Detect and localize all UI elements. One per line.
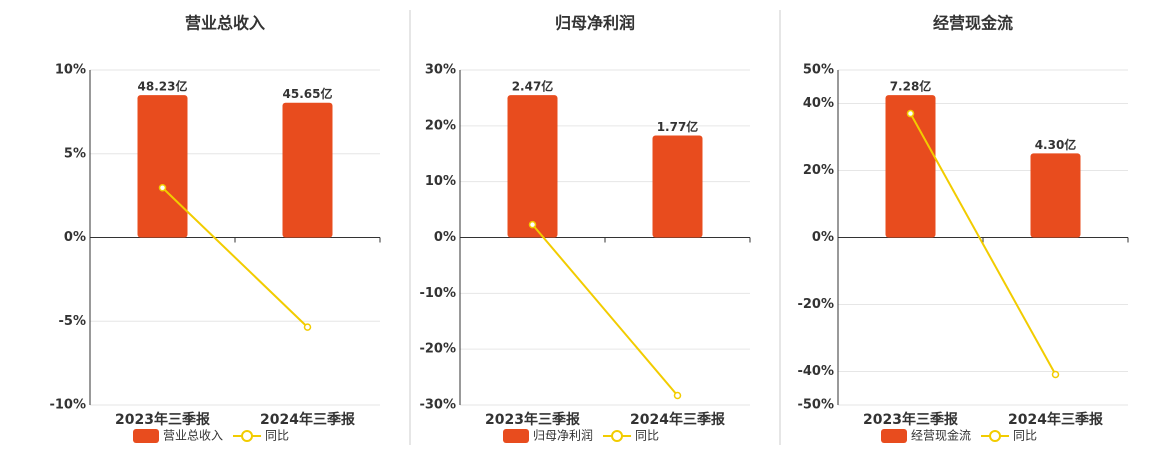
- point: [1051, 370, 1060, 379]
- line: [161, 187, 309, 328]
- y-tick-label: 30%: [425, 63, 456, 78]
- legend-swatch: [133, 429, 159, 443]
- y-tick-label: 10%: [425, 174, 456, 189]
- line: [531, 224, 679, 397]
- y-tick-label: 0%: [434, 230, 456, 245]
- point: [158, 184, 167, 192]
- value-label: 1.77亿: [657, 119, 699, 134]
- bar: [1030, 153, 1081, 238]
- x-tick-label: 2023年三季报: [485, 411, 580, 428]
- legend-point: [989, 430, 1002, 442]
- y-tick-label: -50%: [797, 398, 834, 413]
- y-tick-label: 0%: [64, 230, 86, 245]
- chart-title: 归母净利润: [555, 14, 635, 33]
- value-label: 45.65亿: [283, 86, 333, 101]
- legend-label: 同比: [635, 429, 659, 443]
- y-tick-label: -10%: [419, 286, 456, 301]
- legend-label: 经营现金流: [911, 428, 971, 443]
- point: [303, 323, 312, 331]
- value-label: 4.30亿: [1035, 137, 1077, 152]
- x-tick-label: 2023年三季报: [863, 411, 958, 428]
- legend-label: 营业总收入: [163, 429, 223, 443]
- value-label: 48.23亿: [138, 79, 188, 94]
- line: [909, 113, 1057, 376]
- y-tick-label: -5%: [59, 314, 86, 329]
- y-tick-label: 40%: [803, 96, 834, 111]
- value-label: 2.47亿: [512, 79, 554, 94]
- bar: [282, 102, 333, 238]
- y-tick-label: -40%: [797, 364, 834, 379]
- value-label: 7.28亿: [890, 79, 932, 94]
- legend-swatch: [881, 429, 907, 443]
- bar: [885, 95, 936, 238]
- point: [906, 109, 915, 118]
- y-tick-label: 20%: [803, 163, 834, 178]
- legend-label: 同比: [265, 429, 289, 443]
- legend-point: [241, 430, 254, 442]
- bar: [507, 95, 558, 238]
- x-tick-label: 2024年三季报: [630, 411, 725, 428]
- x-tick-label: 2023年三季报: [115, 411, 210, 428]
- bar: [652, 135, 703, 238]
- legend-label: 同比: [1013, 429, 1037, 443]
- chart-title: 经营现金流: [933, 14, 1013, 33]
- y-tick-label: 50%: [803, 63, 834, 78]
- legend-point: [611, 430, 624, 442]
- y-tick-label: -20%: [419, 342, 456, 357]
- legend-swatch: [503, 429, 529, 443]
- y-tick-label: 20%: [425, 118, 456, 133]
- x-tick-label: 2024年三季报: [260, 411, 355, 428]
- y-tick-label: 10%: [55, 63, 86, 78]
- chart-title: 营业总收入: [185, 14, 265, 33]
- y-tick-label: -30%: [419, 398, 456, 413]
- y-tick-label: 5%: [64, 146, 86, 161]
- legend-label: 归母净利润: [533, 429, 593, 443]
- bar: [137, 95, 188, 238]
- point: [673, 391, 682, 400]
- point: [528, 220, 537, 229]
- y-tick-label: -20%: [797, 297, 834, 312]
- x-tick-label: 2024年三季报: [1008, 411, 1103, 428]
- y-tick-label: -10%: [49, 398, 86, 413]
- y-tick-label: 0%: [812, 230, 834, 245]
